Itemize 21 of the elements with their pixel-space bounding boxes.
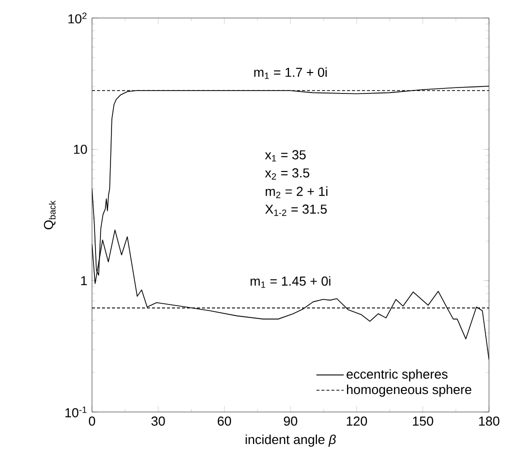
x-tick-label: 60 (218, 416, 232, 426)
x-tick-label: 0 (88, 416, 96, 426)
x-tick-label: 150 (412, 416, 434, 426)
annotation: x$_{2}$ = 3.5 (265, 168, 310, 180)
annotation: m$_{1}$ = 1.45 + 0i (250, 276, 330, 288)
y-tick-label: 1 (81, 276, 87, 286)
annotation: x$_{1}$ = 35 (265, 150, 306, 162)
annotation: m$_{2}$ = 2 + 1i (266, 186, 328, 198)
legend-label: homogeneous sphere (347, 384, 472, 397)
annotation: X$_{1-2}$ = 31.5 (265, 204, 327, 216)
y-axis-title: Q$_{back}$ (44, 200, 56, 230)
y-tick-label: 10$^{-1}$ (65, 406, 87, 418)
y-tick-label: 10$^{2}$ (68, 12, 87, 24)
annotation: m$_{1}$ = 1.7 + 0i (254, 67, 327, 79)
x-tick-label: 30 (151, 416, 165, 426)
x-axis-title: incident angle β (246, 434, 336, 447)
x-tick-label: 180 (479, 416, 500, 426)
x-tick-label: 90 (284, 416, 298, 426)
legend-label: eccentric spheres (346, 369, 448, 382)
x-tick-label: 120 (346, 416, 368, 426)
y-tick-label: 10 (74, 144, 87, 154)
